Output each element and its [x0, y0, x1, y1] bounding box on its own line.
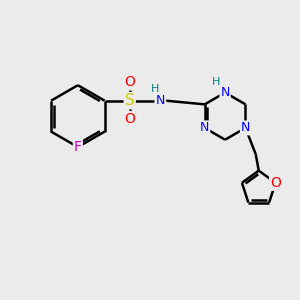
Text: N: N — [156, 94, 165, 107]
Text: N: N — [241, 122, 250, 134]
Text: O: O — [270, 176, 281, 190]
Text: O: O — [124, 75, 135, 89]
Text: N: N — [220, 86, 230, 99]
Text: N: N — [200, 122, 209, 134]
Text: H: H — [212, 77, 220, 87]
Text: O: O — [124, 112, 135, 126]
Text: F: F — [74, 140, 82, 154]
Text: S: S — [125, 93, 134, 108]
Text: H: H — [151, 85, 160, 94]
